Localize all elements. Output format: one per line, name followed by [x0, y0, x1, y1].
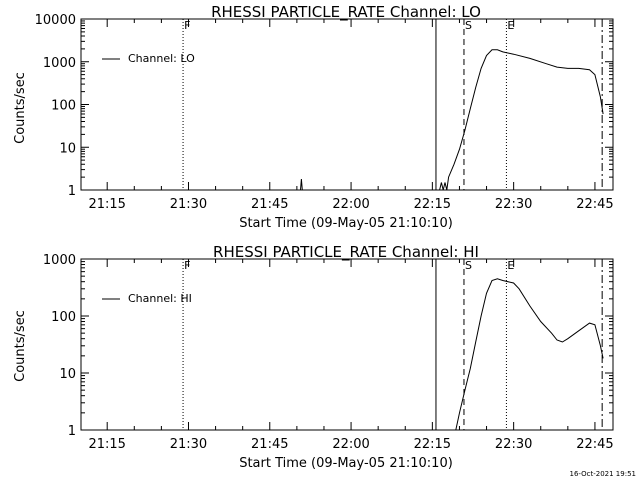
- panel-hi-series-line: [455, 278, 604, 431]
- panel-lo-title: RHESSI PARTICLE_RATE Channel: LO: [211, 3, 481, 22]
- panel-lo-y-axis-label: Counts/sec: [13, 72, 28, 144]
- panel-hi-plot-frame: [80, 258, 614, 431]
- panel-lo-x-tick-label: 22:15: [414, 197, 451, 212]
- panel-lo-x-tick-label: 21:30: [170, 197, 207, 212]
- panel-hi-title: RHESSI PARTICLE_RATE Channel: HI: [213, 243, 479, 262]
- panel-lo-x-tick-label: 21:15: [88, 197, 125, 212]
- panel-lo-series-line: [300, 179, 303, 191]
- panel-lo-y-tick-label: 10: [59, 141, 76, 156]
- panel-lo-x-tick-label: 22:30: [495, 197, 532, 212]
- panel-hi-x-tick-label: 21:15: [88, 437, 125, 452]
- panel-hi-x-tick-label: 22:15: [414, 437, 451, 452]
- panel-lo-x-tick-label: 21:45: [251, 197, 288, 212]
- panel-hi-y-axis-label: Counts/sec: [13, 310, 28, 382]
- panel-lo-y-tick-label: 10000: [35, 13, 76, 28]
- panel-hi-marker-label: F: [184, 259, 190, 272]
- panel-hi-y-tick-label: 100: [51, 310, 76, 325]
- panel-lo-x-tick-label: 22:45: [576, 197, 613, 212]
- panel-hi-legend-label: Channel: HI: [128, 292, 192, 305]
- panel-lo-plot-frame: [80, 18, 614, 191]
- panel-hi-y-tick-label: 1: [68, 424, 76, 439]
- panel-hi-x-tick-label: 22:45: [576, 437, 613, 452]
- panel-hi-x-tick-label: 22:30: [495, 437, 532, 452]
- panel-lo-x-axis-label: Start Time (09-May-05 21:10:10): [239, 216, 453, 231]
- panel-hi-marker-label: S: [465, 259, 472, 272]
- panel-lo: RHESSI PARTICLE_RATE Channel: LO Start T…: [13, 3, 614, 231]
- panel-hi-x-tick-label: 21:30: [170, 437, 207, 452]
- panel-hi-y-tick-label: 1000: [43, 253, 76, 268]
- panel-lo-y-tick-label: 1000: [43, 56, 76, 71]
- panel-lo-x-tick-label: 22:00: [332, 197, 369, 212]
- panel-hi-y-tick-label: 10: [59, 367, 76, 382]
- panel-hi-x-axis-label: Start Time (09-May-05 21:10:10): [239, 456, 453, 471]
- panel-lo-y-tick-label: 100: [51, 99, 76, 114]
- panel-hi-x-tick-label: 22:00: [332, 437, 369, 452]
- panel-hi-x-tick-label: 21:45: [251, 437, 288, 452]
- panel-lo-legend-label: Channel: LO: [128, 52, 195, 65]
- panel-lo-marker-label: S: [465, 19, 472, 32]
- panel-lo-marker-label: F: [184, 19, 190, 32]
- panel-hi: RHESSI PARTICLE_RATE Channel: HI Start T…: [13, 243, 614, 471]
- panel-lo-marker-label: E: [507, 19, 514, 32]
- panel-hi-marker-label: E: [507, 259, 514, 272]
- panel-lo-series-line: [439, 49, 604, 191]
- timestamp: 16-Oct-2021 19:51: [570, 470, 636, 478]
- panel-lo-y-tick-label: 1: [68, 184, 76, 199]
